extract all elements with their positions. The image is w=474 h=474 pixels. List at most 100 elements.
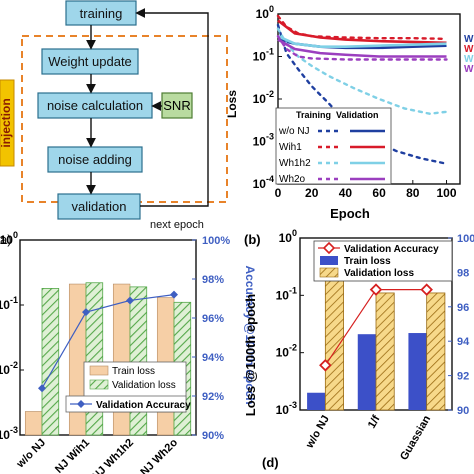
noise-calculation-label: noise calculation (47, 98, 143, 113)
chart-d-panel-label: (d) (262, 455, 279, 470)
chart-b-ytick-label: 10-1 (253, 47, 274, 64)
chart-b-edge-label: W (464, 64, 474, 75)
snr-box: SNR (161, 92, 193, 119)
chart-d-train-bar (307, 392, 326, 410)
chart-d-accuracy-point (420, 283, 433, 296)
chart-d-train-bar (408, 333, 427, 410)
flow-arrows (86, 8, 209, 207)
legend-d-val-label: Validation loss (344, 268, 414, 279)
chart-b-edge-label: W (464, 34, 474, 45)
panel-a-label: a) (0, 232, 12, 247)
chart-c-ytick-label: 100 (0, 230, 18, 247)
flow-diagram: injection training Weight update noise c… (0, 0, 228, 247)
chart-d-val-bar (324, 280, 344, 411)
chart-d-y2tick-label: 96 (457, 302, 469, 314)
chart-d-y2tick-label: 100 (457, 233, 474, 245)
chart-c-plot-area: 100 10-1 10-2 10-3 100% 98% 96% 94% 92% 90% w/o NJ… (0, 230, 230, 474)
chart-d-ytick-label: 100 (279, 228, 297, 245)
chart-c-y2label: Accuracy @100th epoch (243, 265, 257, 404)
chart-b-train-line (276, 27, 448, 115)
chart-c-val-bar (41, 288, 60, 436)
chart-d-ylabel: Loss @100th epoch (243, 294, 258, 417)
chart-d-ytick-label: 10-3 (276, 400, 297, 417)
chart-c-accuracy-point (38, 384, 46, 393)
legend-d-train-swatch (320, 256, 338, 265)
chart-b-edge-label: W (464, 54, 474, 65)
chart-b-train-line (276, 35, 448, 61)
legend-d-train-label: Train loss (344, 256, 391, 267)
legend-train-swatch (89, 365, 109, 376)
chart-d-legend: Validation Accuracy Train loss Validatio… (313, 240, 453, 282)
chart-c-ytick-label: 10-2 (0, 360, 18, 377)
chart-d-y2tick-label: 90 (457, 405, 469, 417)
chart-c-y2tick-label: 98% (202, 274, 224, 286)
chart-d-xtick-label: 1/f (366, 413, 383, 430)
noise-adding-label: noise adding (58, 152, 132, 167)
chart-c-ytick-label: 10-3 (0, 425, 18, 442)
chart-c-y2tick-label: 100% (202, 235, 230, 247)
chart-d-ytick-label: 10-1 (276, 285, 297, 302)
legend-series-name: Wh1h2 (279, 158, 311, 169)
chart-c-xtick-label: NJ Wh1h2 (90, 437, 136, 474)
training-box: training (65, 0, 137, 26)
chart-c-y2tick-label: 94% (202, 352, 224, 364)
chart-c-frame (19, 239, 197, 436)
chart-c-ytick-label: 10-1 (0, 295, 18, 312)
chart-d-xtick-label: w/o NJ (303, 414, 332, 452)
chart-c-xtick-label: w/o NJ (14, 437, 48, 471)
chart-c-accuracy-point (170, 290, 178, 299)
legend-series-name: Wih1 (279, 142, 302, 153)
chart-d-val-bar (426, 292, 446, 411)
chart-c-val-bar (129, 286, 148, 436)
noise-calculation-box: noise calculation (37, 92, 153, 119)
noise-adding-box: noise adding (47, 146, 143, 173)
chart-b-xtick-label: 100 (437, 186, 457, 200)
chart-d-noise-type: 100 10-1 10-2 10-3 100 98 96 94 92 90 w/o NJ 1/f Gua… (243, 228, 474, 470)
chart-b-ytick-label: 10-2 (253, 89, 274, 106)
chart-c-legend-accuracy: Validation Accuracy (65, 395, 191, 413)
legend-val-label: Validation loss (112, 380, 176, 391)
legend-acc-label: Validation Accuracy (96, 400, 191, 411)
chart-b-xtick-label: 80 (406, 186, 420, 200)
chart-d-train-bar (357, 334, 376, 410)
weight-update-box: Weight update (41, 48, 139, 75)
validation-label: validation (72, 199, 127, 214)
next-epoch-label: next epoch (150, 219, 204, 231)
legend-series-name: Wh2o (279, 174, 306, 185)
chart-b-val-line (277, 19, 447, 45)
chart-c-loss-and-accuracy: 100 10-1 10-2 10-3 100% 98% 96% 94% 92% 90% w/o NJ… (0, 230, 257, 474)
chart-b-ytick-label: 10-4 (253, 174, 274, 191)
injection-tag: injection (0, 79, 15, 167)
chart-b-xlabel: Epoch (330, 206, 370, 221)
chart-b-xtick-label: 20 (305, 186, 319, 200)
chart-d-y2tick-label: 94 (457, 336, 470, 348)
chart-c-y2tick-label: 96% (202, 313, 224, 325)
chart-b-val-line (277, 38, 447, 58)
chart-c-train-bar (24, 411, 43, 436)
snr-label: SNR (163, 98, 190, 113)
chart-b-val-line (277, 35, 447, 49)
chart-d-xtick-label: Guassian (398, 413, 433, 462)
chart-c-y2tick-label: 92% (202, 391, 224, 403)
chart-c-accuracy-line (41, 294, 175, 389)
chart-c-accuracy-point (82, 308, 90, 317)
legend-d-val-swatch (319, 267, 339, 278)
legend-val-swatch (89, 379, 109, 390)
chart-c-accuracy-point (126, 296, 134, 305)
chart-c-xtick-label: NJ Wh2o (138, 436, 180, 474)
chart-b-xtick-label: 0 (275, 186, 282, 200)
legend-train-label: Train loss (112, 366, 155, 377)
chart-b-xtick-label: 40 (339, 186, 353, 200)
chart-c-xtick-label: NJ Wih1 (53, 437, 92, 474)
chart-b-ytick-label: 10-3 (253, 132, 274, 149)
chart-b-edge-label: W (464, 44, 474, 55)
weight-update-label: Weight update (48, 54, 132, 69)
chart-d-y2tick-label: 92 (457, 371, 469, 383)
chart-b-xtick-label: 60 (372, 186, 386, 200)
chart-d-y2tick-label: 98 (457, 267, 469, 279)
chart-d-accuracy-point (369, 283, 383, 296)
training-label: training (80, 6, 123, 21)
